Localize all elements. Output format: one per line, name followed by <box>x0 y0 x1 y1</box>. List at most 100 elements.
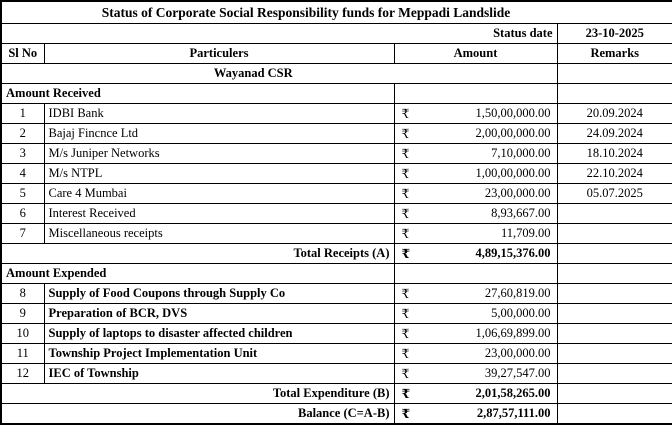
particulars-cell: IDBI Bank <box>43 103 395 124</box>
col-header-particulars: Particulers <box>43 43 395 64</box>
amount-value: 23,00,000.00 <box>484 346 551 360</box>
total-receipts-row: Total Receipts (A) ₹4,89,15,376.00 <box>0 243 672 264</box>
particulars-cell: M/s Juniper Networks <box>43 143 395 164</box>
remarks-cell <box>556 223 672 244</box>
col-header-remarks: Remarks <box>556 43 672 64</box>
remarks-cell <box>556 243 672 264</box>
total-expenditure-row: Total Expenditure (B) ₹2,01,58,265.00 <box>0 383 672 404</box>
amount-cell: ₹4,89,15,376.00 <box>393 243 558 264</box>
amount-value: 39,27,547.00 <box>484 366 551 380</box>
remarks-cell <box>556 203 672 224</box>
rupee-symbol: ₹ <box>401 106 410 121</box>
sl-no-cell: 12 <box>0 363 45 384</box>
sl-no-cell: 3 <box>0 143 45 164</box>
table-row: 12 IEC of Township ₹39,27,547.00 <box>0 363 672 384</box>
particulars-cell: IEC of Township <box>43 363 395 384</box>
rupee-symbol: ₹ <box>401 346 410 361</box>
rupee-symbol: ₹ <box>401 186 410 201</box>
rupee-symbol: ₹ <box>401 146 410 161</box>
amount-value: 1,06,69,899.00 <box>475 326 551 340</box>
remarks-cell <box>556 83 672 104</box>
status-date-value: 23-10-2025 <box>556 23 672 44</box>
table-row: 5 Care 4 Mumbai ₹23,00,000.00 05.07.2025 <box>0 183 672 204</box>
balance-value: 2,87,57,111.00 <box>476 406 551 420</box>
table-row: 10 Supply of laptops to disaster affecte… <box>0 323 672 344</box>
remarks-cell <box>556 303 672 324</box>
particulars-cell: Supply of Food Coupons through Supply Co <box>43 283 395 304</box>
remarks-cell <box>556 323 672 344</box>
total-expenditure-label: Total Expenditure (B) <box>0 383 395 404</box>
remarks-cell <box>556 283 672 304</box>
sl-no-cell: 5 <box>0 183 45 204</box>
remarks-cell: 20.09.2024 <box>556 103 672 124</box>
remarks-cell: 18.10.2024 <box>556 143 672 164</box>
amount-cell: ₹27,60,819.00 <box>393 283 558 304</box>
sl-no-cell: 11 <box>0 343 45 364</box>
title-row: Status of Corporate Social Responsibilit… <box>0 0 672 24</box>
table-row: 2 Bajaj Fincnce Ltd ₹2,00,00,000.00 24.0… <box>0 123 672 144</box>
remarks-cell: 24.09.2024 <box>556 123 672 144</box>
table-row: 8 Supply of Food Coupons through Supply … <box>0 283 672 304</box>
sl-no-cell: 2 <box>0 123 45 144</box>
table-row: 6 Interest Received ₹8,93,667.00 <box>0 203 672 224</box>
amount-cell: ₹2,00,00,000.00 <box>393 123 558 144</box>
total-receipts-value: 4,89,15,376.00 <box>475 246 551 260</box>
remarks-cell: 22.10.2024 <box>556 163 672 184</box>
particulars-cell: M/s NTPL <box>43 163 395 184</box>
section-header-row: Wayanad CSR <box>0 63 672 84</box>
amount-value: 23,00,000.00 <box>484 186 551 200</box>
sl-no-cell: 7 <box>0 223 45 244</box>
amount-expended-label: Amount Expended <box>0 263 395 284</box>
table-row: 9 Preparation of BCR, DVS ₹5,00,000.00 <box>0 303 672 324</box>
particulars-cell: Bajaj Fincnce Ltd <box>43 123 395 144</box>
table-row: 4 M/s NTPL ₹1,00,00,000.00 22.10.2024 <box>0 163 672 184</box>
total-expenditure-value: 2,01,58,265.00 <box>475 386 551 400</box>
col-header-amount: Amount <box>393 43 558 64</box>
sl-no-cell: 4 <box>0 163 45 184</box>
amount-value: 1,00,00,000.00 <box>475 166 551 180</box>
amount-cell: ₹2,01,58,265.00 <box>393 383 558 404</box>
total-receipts-label: Total Receipts (A) <box>0 243 395 264</box>
amount-cell: ₹11,709.00 <box>393 223 558 244</box>
particulars-cell: Preparation of BCR, DVS <box>43 303 395 324</box>
remarks-cell <box>556 363 672 384</box>
section-header-wayanad-csr: Wayanad CSR <box>0 63 558 84</box>
sl-no-cell: 6 <box>0 203 45 224</box>
amount-value: 7,10,000.00 <box>491 146 551 160</box>
amount-cell: ₹5,00,000.00 <box>393 303 558 324</box>
table-row: 7 Miscellaneous receipts ₹11,709.00 <box>0 223 672 244</box>
amount-cell: ₹1,00,00,000.00 <box>393 163 558 184</box>
remarks-cell <box>556 63 672 84</box>
amount-received-header-row: Amount Received <box>0 83 672 104</box>
amount-cell: ₹39,27,547.00 <box>393 363 558 384</box>
amount-value: 11,709.00 <box>500 226 551 240</box>
particulars-cell: Miscellaneous receipts <box>43 223 395 244</box>
particulars-cell: Supply of laptops to disaster affected c… <box>43 323 395 344</box>
particulars-cell: Interest Received <box>43 203 395 224</box>
column-header-row: Sl No Particulers Amount Remarks <box>0 43 672 64</box>
rupee-symbol: ₹ <box>401 286 410 301</box>
table-row: 3 M/s Juniper Networks ₹7,10,000.00 18.1… <box>0 143 672 164</box>
rupee-symbol: ₹ <box>401 366 410 381</box>
rupee-symbol: ₹ <box>401 326 410 341</box>
amount-cell: ₹8,93,667.00 <box>393 203 558 224</box>
sl-no-cell: 1 <box>0 103 45 124</box>
amount-cell: ₹23,00,000.00 <box>393 183 558 204</box>
status-date-row: Status date 23-10-2025 <box>0 23 672 44</box>
amount-cell <box>393 83 558 104</box>
particulars-cell: Care 4 Mumbai <box>43 183 395 204</box>
remarks-cell: 05.07.2025 <box>556 183 672 204</box>
table-row: 1 IDBI Bank ₹1,50,00,000.00 20.09.2024 <box>0 103 672 124</box>
amount-cell <box>393 263 558 284</box>
sl-no-cell: 10 <box>0 323 45 344</box>
remarks-cell <box>556 383 672 404</box>
amount-cell: ₹23,00,000.00 <box>393 343 558 364</box>
rupee-symbol: ₹ <box>401 386 411 401</box>
rupee-symbol: ₹ <box>401 406 411 421</box>
amount-value: 2,00,00,000.00 <box>475 126 551 140</box>
rupee-symbol: ₹ <box>401 306 410 321</box>
status-date-label: Status date <box>0 23 558 44</box>
remarks-cell <box>556 343 672 364</box>
amount-cell: ₹1,50,00,000.00 <box>393 103 558 124</box>
